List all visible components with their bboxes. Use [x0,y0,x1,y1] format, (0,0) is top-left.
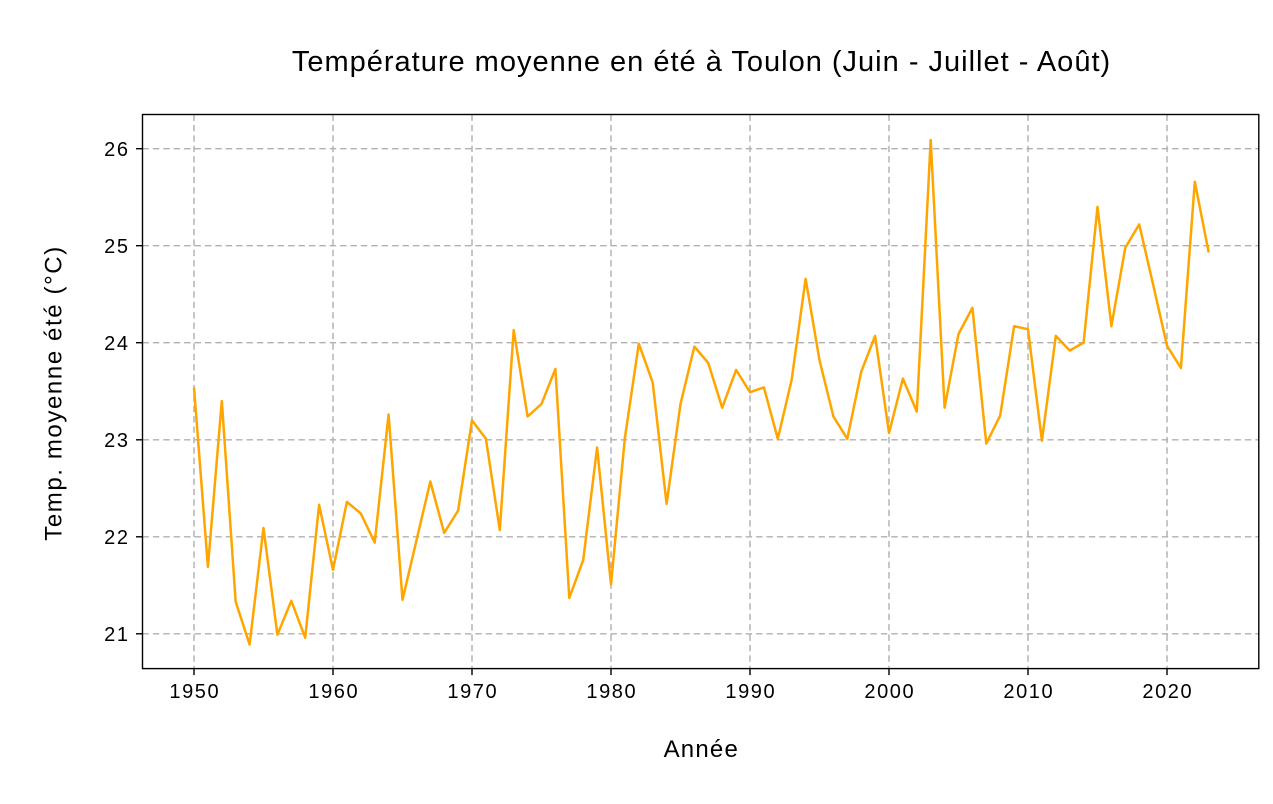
svg-text:1960: 1960 [308,681,359,703]
svg-text:1970: 1970 [447,681,498,703]
svg-text:22: 22 [104,527,129,549]
svg-text:Température moyenne en été à T: Température moyenne en été à Toulon (Jui… [292,46,1111,78]
svg-text:2020: 2020 [1142,681,1193,703]
svg-text:2010: 2010 [1003,681,1054,703]
svg-text:Année: Année [664,736,739,763]
svg-text:1950: 1950 [169,681,220,703]
svg-text:1990: 1990 [725,681,776,703]
svg-text:1980: 1980 [586,681,637,703]
svg-text:26: 26 [104,139,129,161]
svg-text:24: 24 [104,333,129,355]
svg-text:23: 23 [104,430,129,452]
svg-text:2000: 2000 [864,681,915,703]
svg-text:Temp. moyenne été (°C): Temp. moyenne été (°C) [41,245,68,541]
svg-text:25: 25 [104,236,129,258]
svg-text:21: 21 [104,624,129,646]
